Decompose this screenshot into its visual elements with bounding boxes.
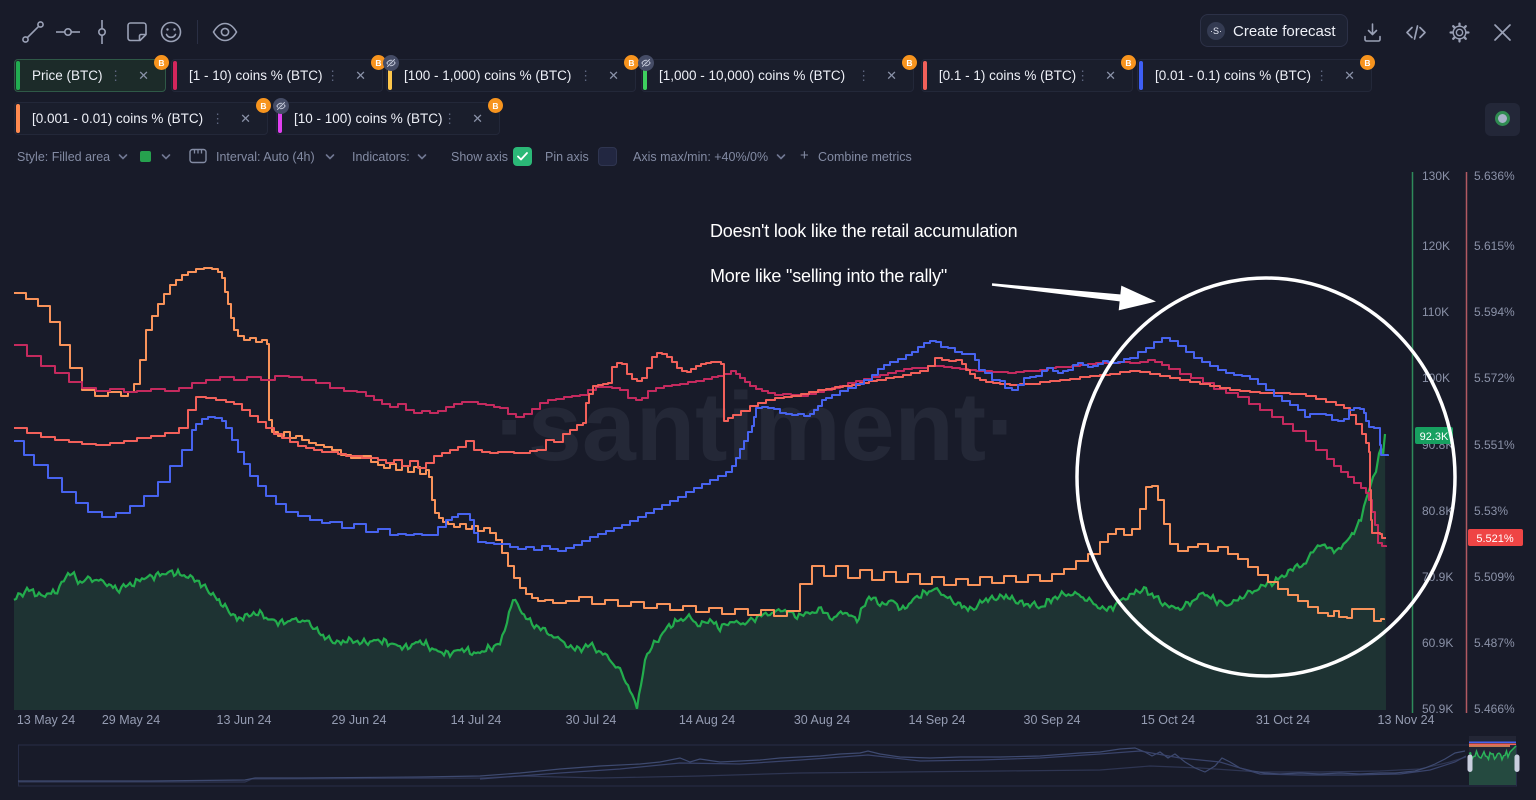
- svg-text:120K: 120K: [1422, 239, 1450, 253]
- svg-text:13 May 24: 13 May 24: [17, 713, 75, 727]
- svg-text:5.572%: 5.572%: [1474, 371, 1515, 385]
- svg-text:5.53%: 5.53%: [1474, 504, 1508, 518]
- svg-text:5.521%: 5.521%: [1476, 533, 1514, 545]
- svg-text:More like "selling into the ra: More like "selling into the rally": [710, 266, 947, 286]
- svg-text:14 Aug 24: 14 Aug 24: [679, 713, 735, 727]
- svg-text:80.8K: 80.8K: [1422, 504, 1453, 518]
- svg-text:15 Oct 24: 15 Oct 24: [1141, 713, 1195, 727]
- svg-text:60.9K: 60.9K: [1422, 636, 1453, 650]
- svg-text:29 Jun 24: 29 Jun 24: [332, 713, 387, 727]
- svg-text:92.3K: 92.3K: [1420, 431, 1449, 443]
- svg-text:130K: 130K: [1422, 170, 1450, 183]
- svg-text:30 Sep 24: 30 Sep 24: [1024, 713, 1081, 727]
- svg-text:30 Aug 24: 30 Aug 24: [794, 713, 850, 727]
- svg-text:13 Nov 24: 13 Nov 24: [1378, 713, 1435, 727]
- svg-text:14 Jul 24: 14 Jul 24: [451, 713, 502, 727]
- svg-text:Doesn't look like the retail a: Doesn't look like the retail accumulatio…: [710, 221, 1017, 241]
- svg-text:29 May 24: 29 May 24: [102, 713, 160, 727]
- svg-text:5.466%: 5.466%: [1474, 702, 1515, 716]
- svg-text:5.487%: 5.487%: [1474, 636, 1515, 650]
- svg-text:31 Oct 24: 31 Oct 24: [1256, 713, 1310, 727]
- svg-text:·santiment·: ·santiment·: [496, 372, 1019, 481]
- svg-text:5.594%: 5.594%: [1474, 305, 1515, 319]
- svg-text:5.615%: 5.615%: [1474, 239, 1515, 253]
- svg-text:50.9K: 50.9K: [1422, 702, 1453, 716]
- svg-text:110K: 110K: [1422, 305, 1449, 319]
- svg-text:30 Jul 24: 30 Jul 24: [566, 713, 617, 727]
- svg-text:5.636%: 5.636%: [1474, 170, 1515, 183]
- svg-text:5.551%: 5.551%: [1474, 438, 1515, 452]
- svg-text:13 Jun 24: 13 Jun 24: [217, 713, 272, 727]
- svg-text:14 Sep 24: 14 Sep 24: [909, 713, 966, 727]
- svg-text:5.509%: 5.509%: [1474, 570, 1515, 584]
